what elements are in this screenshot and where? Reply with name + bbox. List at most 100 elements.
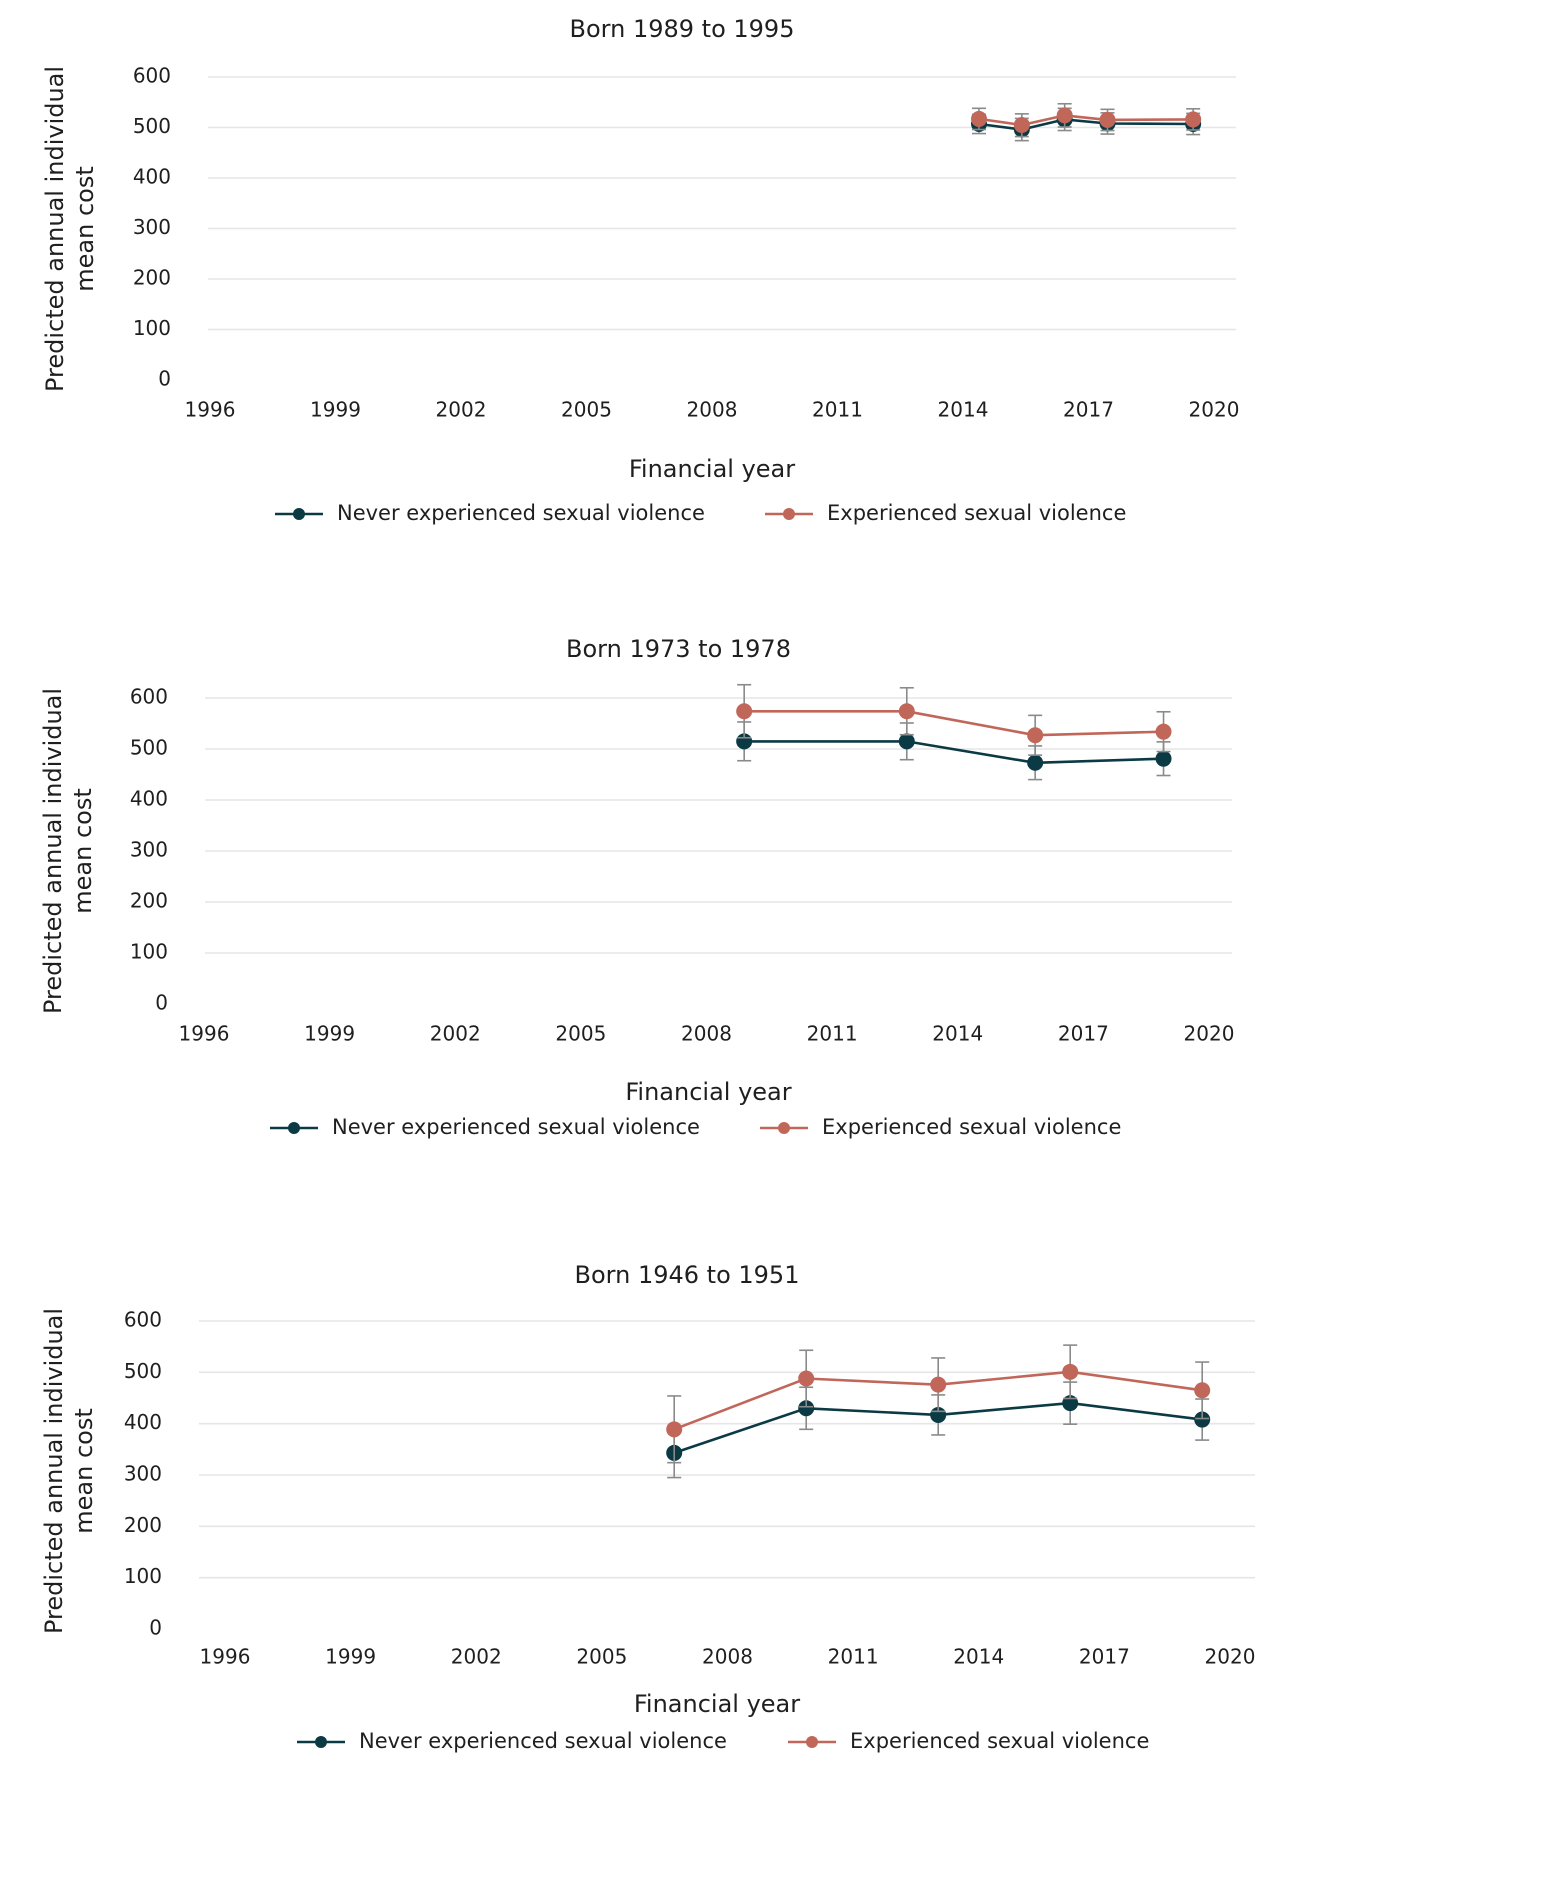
x-tick-label: 2011 xyxy=(812,398,863,422)
y-axis-label-line: Predicted annual individual xyxy=(39,688,67,1014)
x-tick-label: 2017 xyxy=(1063,398,1114,422)
y-tick-label: 600 xyxy=(130,685,168,709)
x-tick-label: 2020 xyxy=(1184,1022,1235,1046)
x-tick-label: 2008 xyxy=(702,1645,753,1669)
y-tick-label: 400 xyxy=(130,787,168,811)
y-tick-label: 200 xyxy=(124,1513,162,1537)
y-tick-label: 200 xyxy=(130,889,168,913)
y-axis-label-line: Predicted annual individual xyxy=(40,1308,68,1634)
data-point xyxy=(1099,111,1116,128)
chart-panel-3: Born 1946 to 1951 0 100 200 300 400 500 600 1996… xyxy=(40,1261,1255,1753)
y-axis-label-line: mean cost xyxy=(69,788,97,913)
chart-title: Born 1973 to 1978 xyxy=(566,635,791,663)
y-tick-label: 100 xyxy=(130,940,168,964)
x-tick-label: 2011 xyxy=(807,1022,858,1046)
x-tick-label: 1996 xyxy=(185,398,236,422)
legend: Never experienced sexual violence Experie… xyxy=(270,1115,1121,1139)
y-axis-label-line: mean cost xyxy=(71,166,99,291)
y-tick-label: 500 xyxy=(130,736,168,760)
data-point xyxy=(930,1376,947,1393)
y-axis-label-line: Predicted annual individual xyxy=(41,66,69,392)
data-point xyxy=(898,733,915,750)
x-tick-label: 2020 xyxy=(1205,1645,1256,1669)
y-tick-label: 200 xyxy=(133,266,171,290)
y-tick-label: 300 xyxy=(124,1462,162,1486)
x-tick-label: 2017 xyxy=(1058,1022,1109,1046)
y-axis-label: Predicted annual individualmean cost xyxy=(41,66,99,392)
chart-title: Born 1989 to 1995 xyxy=(570,15,795,43)
x-tick-label: 2002 xyxy=(451,1645,502,1669)
x-axis-label: Financial year xyxy=(625,1078,791,1106)
x-tick-label: 2014 xyxy=(953,1645,1004,1669)
y-tick-label: 300 xyxy=(130,838,168,862)
x-tick-label: 2005 xyxy=(555,1022,606,1046)
data-point xyxy=(1155,750,1172,767)
x-tick-label: 2020 xyxy=(1189,398,1240,422)
y-tick-label: 0 xyxy=(158,367,171,391)
data-point xyxy=(1062,1363,1079,1380)
data-point xyxy=(1194,1382,1211,1399)
x-tick-label: 2014 xyxy=(938,398,989,422)
x-tick-label: 1996 xyxy=(200,1645,251,1669)
y-tick-label: 600 xyxy=(124,1308,162,1332)
x-tick-label: 2002 xyxy=(436,398,487,422)
series-experienced xyxy=(736,683,1172,756)
y-tick-label: 500 xyxy=(133,114,171,138)
legend-label: Experienced sexual violence xyxy=(827,501,1126,525)
y-axis-label-line: mean cost xyxy=(70,1408,98,1533)
y-tick-label: 500 xyxy=(124,1359,162,1383)
legend-marker xyxy=(806,1736,818,1748)
legend: Never experienced sexual violence Experie… xyxy=(297,1729,1149,1753)
x-tick-label: 2005 xyxy=(576,1645,627,1669)
data-point xyxy=(971,110,987,127)
chart-panel-2: Born 1973 to 1978 0 100 200 300 400 500 600 1996… xyxy=(39,635,1234,1139)
y-axis-label: Predicted annual individualmean cost xyxy=(39,688,97,1014)
data-point xyxy=(898,703,915,720)
chart-panel-1: Born 1989 to 1995 0 100 200 300 400 500 600 1996… xyxy=(41,15,1239,525)
legend-marker xyxy=(288,1122,300,1134)
data-point xyxy=(1027,727,1044,744)
x-tick-label: 2002 xyxy=(430,1022,481,1046)
data-point xyxy=(1027,754,1044,771)
data-point xyxy=(1194,1411,1211,1428)
legend-marker xyxy=(315,1736,327,1748)
y-tick-label: 600 xyxy=(133,64,171,88)
x-tick-label: 2011 xyxy=(828,1645,879,1669)
data-point xyxy=(798,1370,815,1387)
x-tick-label: 1999 xyxy=(325,1645,376,1669)
y-tick-label: 300 xyxy=(133,215,171,239)
y-tick-label: 0 xyxy=(155,991,168,1015)
data-point xyxy=(798,1400,815,1417)
y-tick-label: 400 xyxy=(133,165,171,189)
legend-label: Never experienced sexual violence xyxy=(337,501,705,525)
series-never-experienced xyxy=(736,721,1172,781)
x-axis-label: Financial year xyxy=(634,1690,800,1718)
legend-label: Experienced sexual violence xyxy=(850,1729,1149,1753)
legend-marker xyxy=(783,508,795,520)
data-point xyxy=(1013,116,1030,133)
x-tick-label: 2005 xyxy=(561,398,612,422)
y-tick-label: 400 xyxy=(124,1410,162,1434)
legend-label: Never experienced sexual violence xyxy=(332,1115,700,1139)
series-never-experienced xyxy=(971,107,1202,142)
chart-title: Born 1946 to 1951 xyxy=(575,1261,800,1289)
legend-label: Experienced sexual violence xyxy=(822,1115,1121,1139)
y-axis-label: Predicted annual individualmean cost xyxy=(40,1308,98,1634)
data-point xyxy=(736,703,753,720)
data-point xyxy=(1185,111,1202,128)
x-tick-label: 1999 xyxy=(310,398,361,422)
legend-marker xyxy=(778,1122,790,1134)
legend-label: Never experienced sexual violence xyxy=(359,1729,727,1753)
y-tick-label: 0 xyxy=(149,1616,162,1640)
x-axis-label: Financial year xyxy=(629,455,795,483)
y-tick-label: 100 xyxy=(133,316,171,340)
data-point xyxy=(1155,723,1172,740)
x-tick-label: 1999 xyxy=(304,1022,355,1046)
y-tick-label: 100 xyxy=(124,1564,162,1588)
x-tick-label: 2014 xyxy=(932,1022,983,1046)
series-line xyxy=(744,740,1164,765)
series-experienced xyxy=(971,102,1202,138)
x-tick-label: 2008 xyxy=(681,1022,732,1046)
data-point xyxy=(1056,107,1073,124)
